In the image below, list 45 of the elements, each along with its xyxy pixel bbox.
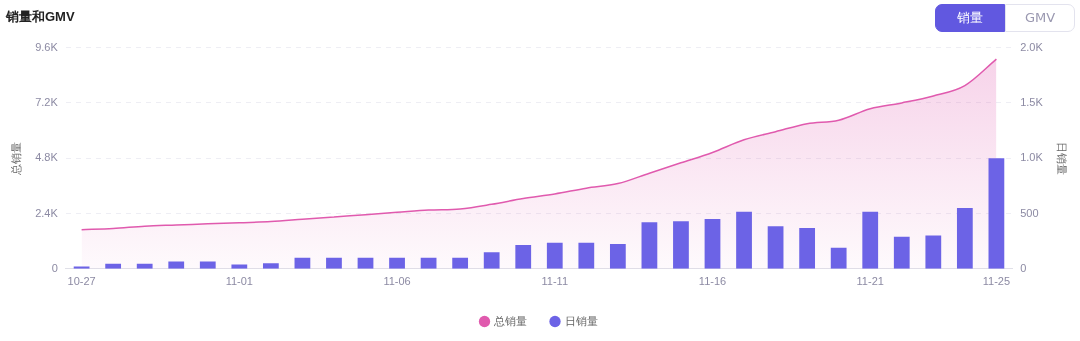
bar — [389, 257, 405, 269]
bar — [893, 236, 910, 269]
y2-tick-label: 2.0K — [1020, 40, 1044, 53]
y-tick-label: 4.8K — [35, 151, 59, 164]
chart-title: 销量和GMV — [5, 9, 75, 25]
toggle-group: 销量 GMV — [935, 4, 1075, 32]
y-axis-title: 总销量 — [9, 141, 22, 176]
x-tick-label: 11-01 — [225, 275, 253, 288]
y-tick-label: 2.4K — [35, 206, 59, 219]
y2-tick-label: 1.5K — [1020, 95, 1044, 108]
y-tick-label: 7.2K — [35, 95, 59, 108]
y-tick-label: 0 — [51, 261, 58, 274]
bar — [988, 158, 1005, 269]
bar — [578, 242, 595, 269]
bar — [452, 257, 469, 269]
bar — [515, 245, 532, 269]
bar — [704, 219, 721, 269]
x-tick-label: 11-25 — [982, 275, 1011, 288]
y2-axis-title: 日销量 — [1056, 141, 1069, 175]
legend-label: 总销量 — [493, 314, 527, 327]
x-tick-label: 11-06 — [383, 275, 411, 288]
bar — [326, 257, 342, 269]
bar — [799, 227, 816, 269]
x-tick-label: 11-16 — [698, 275, 727, 288]
x-tick-label: 10-27 — [67, 275, 96, 288]
bar — [736, 211, 752, 269]
y2-tick-label: 0 — [1020, 261, 1027, 274]
bar — [862, 211, 879, 269]
bar — [609, 243, 626, 269]
bar — [546, 242, 563, 269]
x-tick-label: 11-21 — [856, 275, 884, 288]
bar — [767, 226, 784, 269]
y2-tick-label: 1.0K — [1020, 151, 1044, 164]
bar — [483, 252, 500, 269]
bar — [673, 221, 689, 269]
bar — [830, 247, 847, 269]
bar — [925, 235, 942, 269]
bar — [231, 264, 248, 269]
bar — [641, 222, 658, 269]
bar — [262, 263, 279, 269]
legend-label: 日销量 — [564, 314, 598, 327]
y2-tick-label: 500 — [1020, 206, 1039, 219]
x-tick-label: 11-11 — [541, 275, 569, 288]
y-tick-label: 9.6K — [35, 40, 59, 53]
bar — [956, 207, 973, 269]
